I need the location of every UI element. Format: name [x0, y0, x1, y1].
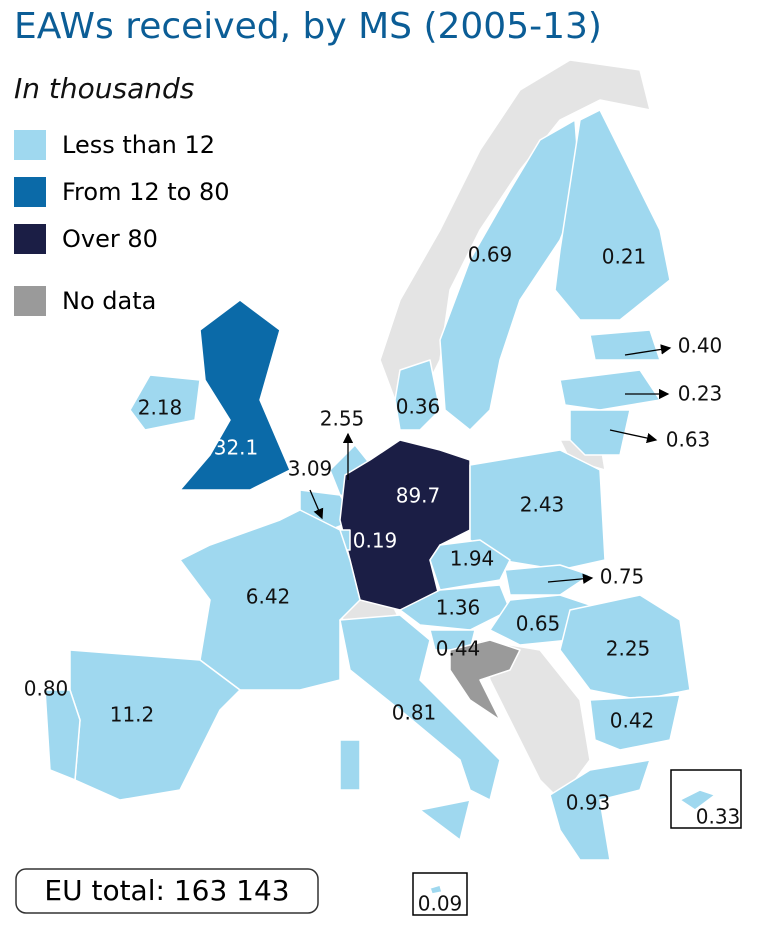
insets: [412, 769, 742, 916]
country: [179, 299, 291, 491]
countries: [44, 109, 716, 895]
country: [549, 759, 651, 861]
country: [394, 359, 441, 431]
country: [554, 109, 671, 321]
region-label: 0.65: [516, 612, 561, 636]
country: [429, 884, 443, 895]
legend-label: From 12 to 80: [62, 178, 230, 206]
country: [44, 689, 81, 781]
country: [69, 649, 241, 801]
country: [589, 694, 681, 751]
country: [504, 564, 591, 596]
country: [339, 739, 361, 791]
legend-label: Less than 12: [62, 131, 215, 159]
subtitle: In thousands: [14, 72, 194, 105]
country: [569, 409, 631, 456]
region-label: 0.80: [24, 677, 69, 701]
region-label: 0.19: [353, 529, 398, 553]
legend-swatch: [14, 224, 46, 254]
region-label: 6.42: [246, 585, 291, 609]
region-label: 0.36: [396, 395, 441, 419]
legend-swatch: [14, 130, 46, 160]
country: [179, 509, 361, 691]
region-label: 0.93: [566, 791, 611, 815]
region-label: 2.55: [320, 407, 365, 431]
region-label: 2.18: [138, 396, 183, 420]
region-label: 0.44: [436, 637, 481, 661]
region-label: 2.25: [606, 637, 651, 661]
region-label: 0.69: [468, 243, 513, 267]
region-label: 0.33: [696, 805, 741, 829]
region-label: 11.2: [110, 703, 155, 727]
legend-label: No data: [62, 287, 156, 315]
region-label: 0.40: [678, 334, 723, 358]
region-label: 0.42: [610, 709, 655, 733]
region-label: 1.94: [450, 547, 495, 571]
legend: Less than 12 From 12 to 80 Over 80 No da…: [14, 130, 230, 316]
region-labels: 0.69 0.21 0.40 0.23 0.63 2.18 32.1 0.36 …: [24, 243, 741, 916]
country: [429, 539, 511, 591]
legend-label: Over 80: [62, 225, 158, 253]
region-label: 0.23: [678, 382, 723, 406]
country: [589, 329, 661, 361]
region-label: 2.43: [520, 493, 565, 517]
region-label: 3.09: [288, 457, 333, 481]
total-box: [15, 868, 319, 914]
region-label: 0.75: [600, 565, 645, 589]
region-label: 0.81: [392, 701, 437, 725]
region-label: 0.63: [666, 428, 711, 452]
country: [449, 639, 521, 721]
country: [679, 789, 716, 811]
region-label: 0.09: [418, 892, 463, 916]
eu-total: EU total: 163 143: [44, 874, 289, 907]
country: [129, 374, 201, 431]
region-label: 89.7: [396, 484, 441, 508]
country: [559, 369, 661, 411]
country: [419, 799, 471, 841]
arrows: [309, 344, 672, 585]
region-label: 32.1: [214, 436, 259, 460]
legend-swatch: [14, 286, 46, 316]
region-label: 1.36: [436, 596, 481, 620]
country: [559, 594, 691, 701]
title: EAWs received, by MS (2005-13): [14, 6, 602, 47]
country: [339, 614, 501, 801]
legend-swatch: [14, 177, 46, 207]
region-label: 0.21: [602, 245, 647, 269]
